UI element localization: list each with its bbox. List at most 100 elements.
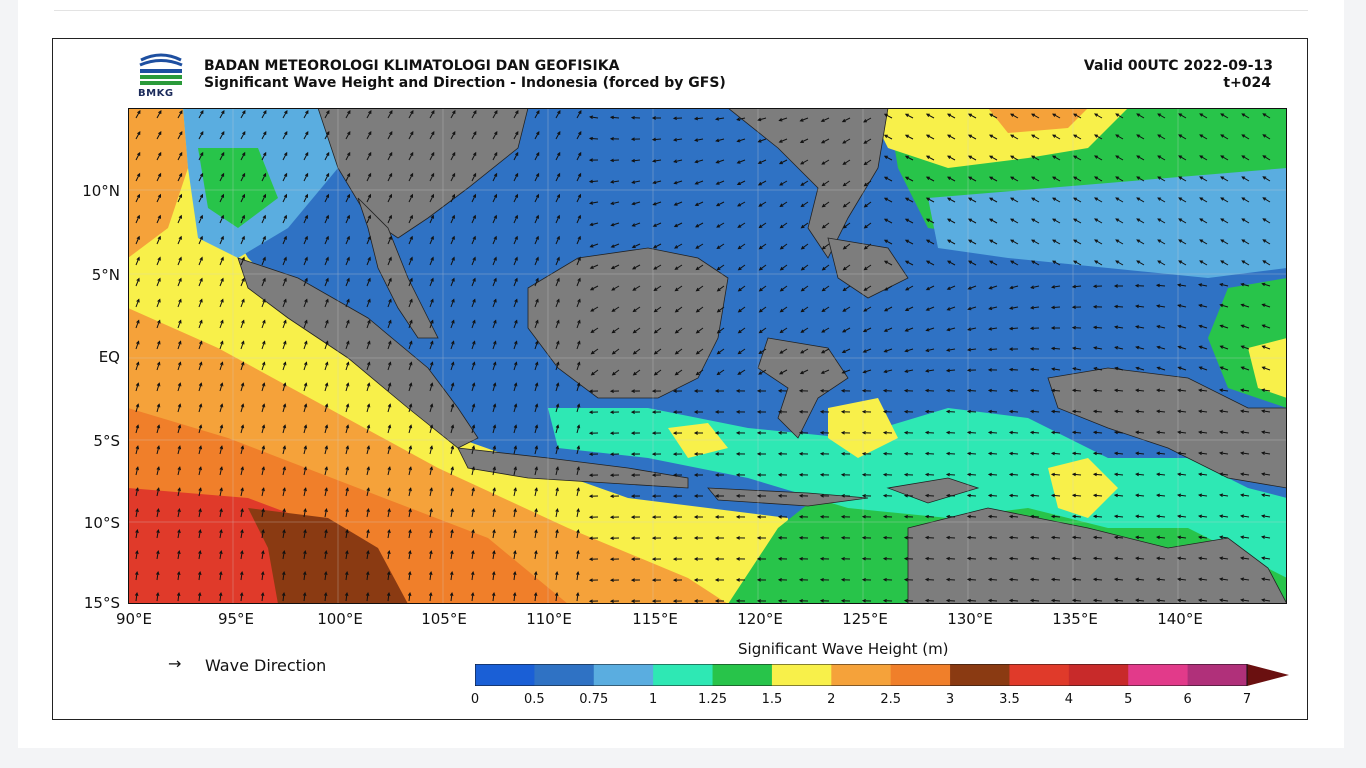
wave-arrow-head	[178, 235, 182, 240]
wave-arrow-head	[472, 319, 476, 324]
wave-arrow	[408, 194, 413, 203]
land-indochina	[317, 108, 529, 239]
wave-arrow	[240, 593, 243, 602]
wave-arrow-head	[1135, 577, 1140, 582]
wave-arrow	[282, 530, 285, 539]
wave-arrow-head	[345, 550, 349, 555]
wave-arrow-head	[945, 472, 950, 477]
wave-arrow	[1178, 515, 1187, 518]
wave-arrow-head	[945, 493, 950, 498]
wave-arrow	[156, 593, 159, 602]
wave-arrow-head	[1135, 345, 1140, 350]
wave-arrow	[471, 467, 475, 476]
wave-arrow	[219, 488, 223, 497]
wave-arrow	[884, 197, 893, 203]
wave-arrow-head	[512, 571, 517, 576]
wave-arrow-head	[471, 382, 476, 387]
wave-arrow-head	[220, 256, 224, 261]
wave-arrow-head	[1219, 324, 1224, 329]
wave-arrow-head	[863, 224, 868, 229]
wave-arrow-head	[674, 245, 679, 249]
wave-arrow-head	[693, 452, 698, 456]
wave-arrow	[408, 320, 413, 329]
wave-arrow-head	[346, 340, 350, 345]
wave-arrow	[1094, 260, 1103, 266]
wave-arrow-head	[714, 410, 719, 414]
wave-arrow	[1262, 218, 1271, 224]
lat-label-5n: 5°N	[91, 266, 120, 284]
wave-arrow-head	[323, 592, 328, 597]
wave-arrow-head	[904, 328, 909, 332]
wave-arrow-head	[198, 403, 203, 408]
wave-arrow-head	[1198, 430, 1203, 435]
wave-arrow	[1136, 113, 1145, 119]
wave-arrow	[429, 425, 433, 434]
wave-arrow	[156, 467, 160, 476]
wave-arrow-head	[1240, 324, 1245, 328]
wave-arrow	[555, 278, 560, 287]
land-masses	[237, 108, 1287, 604]
wave-arrow	[492, 488, 496, 497]
wave-arrow-head	[735, 431, 740, 435]
wave-arrow-head	[1177, 577, 1182, 582]
wave-arrow	[534, 131, 540, 140]
wave-arrow-head	[674, 371, 679, 376]
wave-arrow-head	[716, 308, 721, 313]
wave-arrow	[1052, 176, 1061, 182]
wave-arrow-head	[1115, 218, 1120, 222]
wave-arrow	[1073, 197, 1082, 203]
wave-arrow-head	[716, 266, 721, 271]
wave-arrow	[946, 411, 956, 413]
logo-text: BMKG	[138, 88, 174, 99]
wave-arrow-head	[136, 340, 140, 345]
wave-arrow	[1115, 239, 1124, 245]
wave-arrow	[135, 467, 139, 476]
wave-arrow	[534, 551, 537, 560]
wave-arrow-head	[987, 556, 992, 561]
wave-arrow-head	[1050, 326, 1055, 330]
wave-arrow-head	[610, 201, 615, 205]
wave-arrow-head	[1093, 366, 1098, 371]
wave-arrow-head	[903, 577, 908, 582]
wave-arrow	[1220, 431, 1229, 434]
wave-arrow-head	[1220, 176, 1225, 180]
wave-arrow	[989, 306, 998, 310]
wave-arrow	[324, 572, 327, 581]
wave-arrow-head	[1029, 326, 1034, 331]
wave-arrow-head	[178, 340, 182, 345]
wave-arrow-head	[840, 535, 845, 540]
wave-arrow	[1093, 557, 1103, 560]
wave-arrow-head	[904, 134, 909, 138]
wave-arrow-head	[1262, 218, 1267, 222]
wave-arrow-head	[410, 131, 414, 136]
wave-arrow	[408, 278, 413, 287]
wave-arrow-head	[239, 592, 244, 597]
wave-arrow	[261, 488, 265, 497]
wave-arrow	[716, 117, 725, 120]
wave-arrow	[1052, 218, 1061, 224]
wave-arrow-head	[491, 592, 496, 597]
wave-arrow-head	[535, 340, 539, 345]
wave-arrow-head	[262, 214, 266, 219]
wave-arrow	[219, 194, 224, 203]
wave-arrow-head	[632, 350, 637, 355]
wave-arrow-head	[945, 577, 950, 582]
wave-arrow	[1093, 515, 1103, 518]
wave-arrow	[282, 383, 286, 392]
wave-arrow-head	[882, 388, 887, 393]
wave-arrow	[654, 327, 662, 334]
wave-arrow	[925, 411, 935, 413]
wave-arrow-head	[947, 197, 952, 201]
wave-arrow-head	[1010, 260, 1015, 264]
wave-arrow	[926, 306, 935, 311]
wave-arrow-head	[347, 131, 351, 136]
wave-arrow	[282, 362, 286, 371]
wave-arrow-head	[1052, 134, 1057, 138]
wave-arrow	[534, 257, 539, 266]
wave-arrow-head	[241, 172, 246, 177]
wave-arrow-head	[1240, 388, 1245, 393]
wave-arrow	[989, 155, 998, 161]
wave-arrow	[1241, 599, 1250, 602]
wave-arrow	[1052, 239, 1061, 245]
wave-arrow-head	[1031, 239, 1036, 243]
